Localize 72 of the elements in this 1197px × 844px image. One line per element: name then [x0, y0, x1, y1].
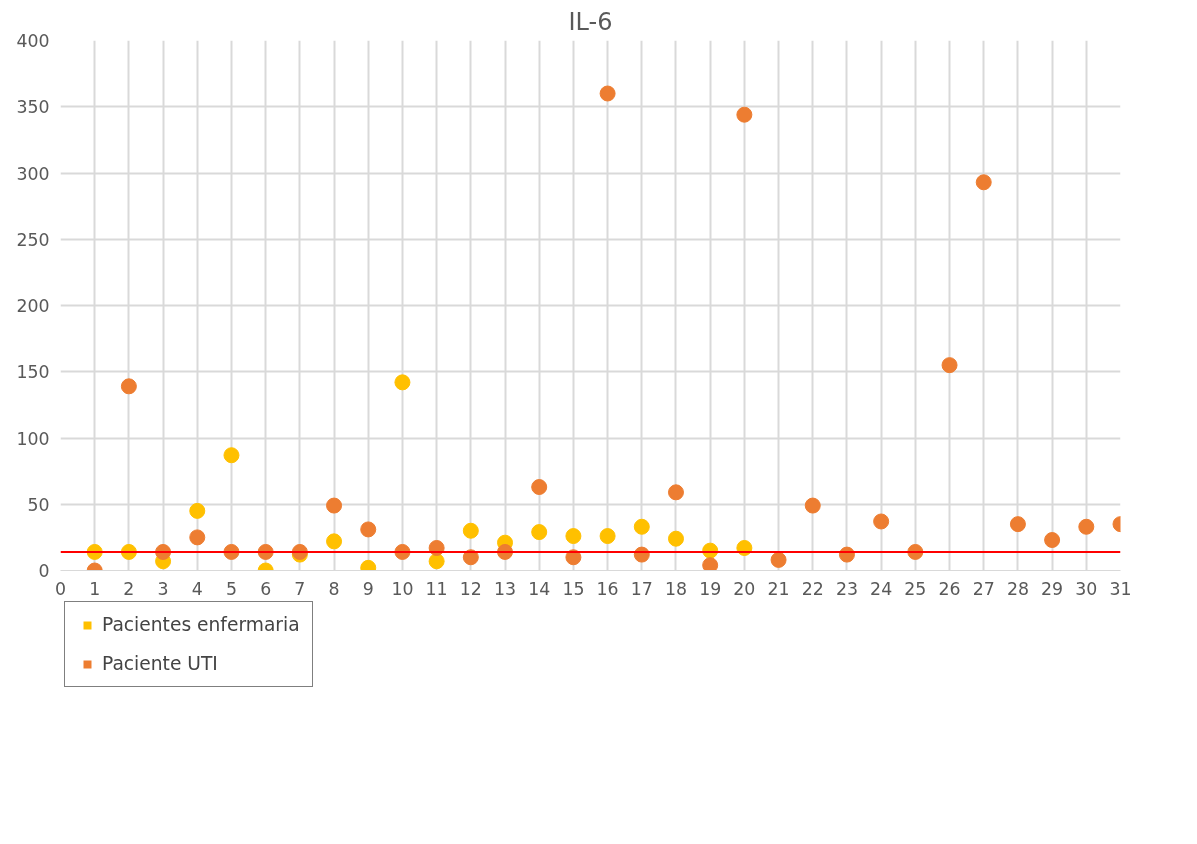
legend-label: Pacientes enfermaria — [102, 614, 300, 635]
x-tick-label: 28 — [1006, 578, 1029, 599]
x-tick-label: 6 — [260, 578, 272, 599]
y-tick-label: 50 — [27, 494, 50, 515]
y-tick-label: 400 — [16, 31, 50, 51]
x-tick-label: 24 — [870, 578, 893, 599]
chart-title: IL-6 — [568, 7, 613, 36]
point — [565, 528, 582, 545]
x-tick-label: 23 — [835, 578, 858, 599]
x-tick-label: 9 — [362, 578, 374, 599]
point — [189, 502, 206, 519]
x-tick-label: 22 — [801, 578, 824, 599]
x-tick-label: 16 — [596, 578, 619, 599]
point — [223, 447, 240, 464]
x-tick-label: 26 — [938, 578, 961, 599]
x-tick-label: 10 — [391, 578, 414, 599]
x-tick-label: 2 — [123, 578, 135, 599]
x-tick-label: 27 — [972, 578, 995, 599]
point — [326, 497, 343, 514]
y-tick-label: 350 — [16, 97, 50, 118]
point — [394, 374, 411, 391]
point — [462, 522, 479, 539]
y-tick-label: 100 — [16, 428, 50, 449]
point — [667, 484, 684, 501]
point — [599, 85, 616, 102]
y-tick-label: 300 — [16, 163, 50, 184]
y-tick-label: 250 — [16, 229, 50, 250]
x-tick-label: 13 — [493, 578, 517, 599]
point — [873, 513, 890, 530]
x-tick-label: 4 — [191, 578, 203, 599]
x-tick-label: 25 — [904, 578, 927, 599]
x-tick-label: 30 — [1075, 578, 1098, 599]
point — [531, 479, 548, 496]
y-tick-label: 0 — [38, 561, 50, 581]
x-tick-label: 8 — [328, 578, 340, 599]
x-tick-label: 3 — [157, 578, 169, 599]
x-tick-label: 11 — [425, 578, 448, 599]
x-tick-label: 15 — [562, 578, 585, 599]
x-tick-label: 14 — [528, 578, 551, 599]
point — [326, 533, 343, 550]
x-tick-label: 1 — [89, 578, 101, 599]
x-tick-label: 7 — [294, 578, 306, 599]
point — [428, 553, 445, 570]
point — [120, 378, 137, 395]
point — [531, 524, 548, 541]
point — [599, 528, 616, 545]
point — [975, 174, 992, 191]
point — [189, 529, 206, 546]
point — [702, 557, 719, 571]
x-tick-label: 18 — [664, 578, 688, 599]
point — [736, 106, 753, 123]
x-tick-label: 19 — [699, 578, 722, 599]
point — [770, 551, 787, 568]
x-tick-label: 21 — [767, 578, 790, 599]
x-tick-label: 5 — [225, 578, 237, 599]
x-tick-label: 0 — [54, 578, 67, 599]
x-tick-label: 17 — [630, 578, 653, 599]
point — [1009, 516, 1026, 533]
point — [1078, 518, 1095, 535]
point — [360, 521, 377, 538]
point — [1044, 532, 1061, 549]
point — [941, 357, 958, 374]
legend-label: Paciente UTI — [102, 653, 218, 674]
point — [667, 530, 684, 547]
x-tick-label: 12 — [459, 578, 482, 599]
point — [633, 518, 650, 535]
y-tick-label: 150 — [16, 362, 50, 383]
x-tick-label: 31 — [1109, 578, 1132, 599]
x-tick-label: 20 — [733, 578, 756, 599]
point — [804, 497, 821, 514]
x-tick-label: 29 — [1041, 578, 1064, 599]
y-tick-label: 200 — [16, 296, 50, 316]
